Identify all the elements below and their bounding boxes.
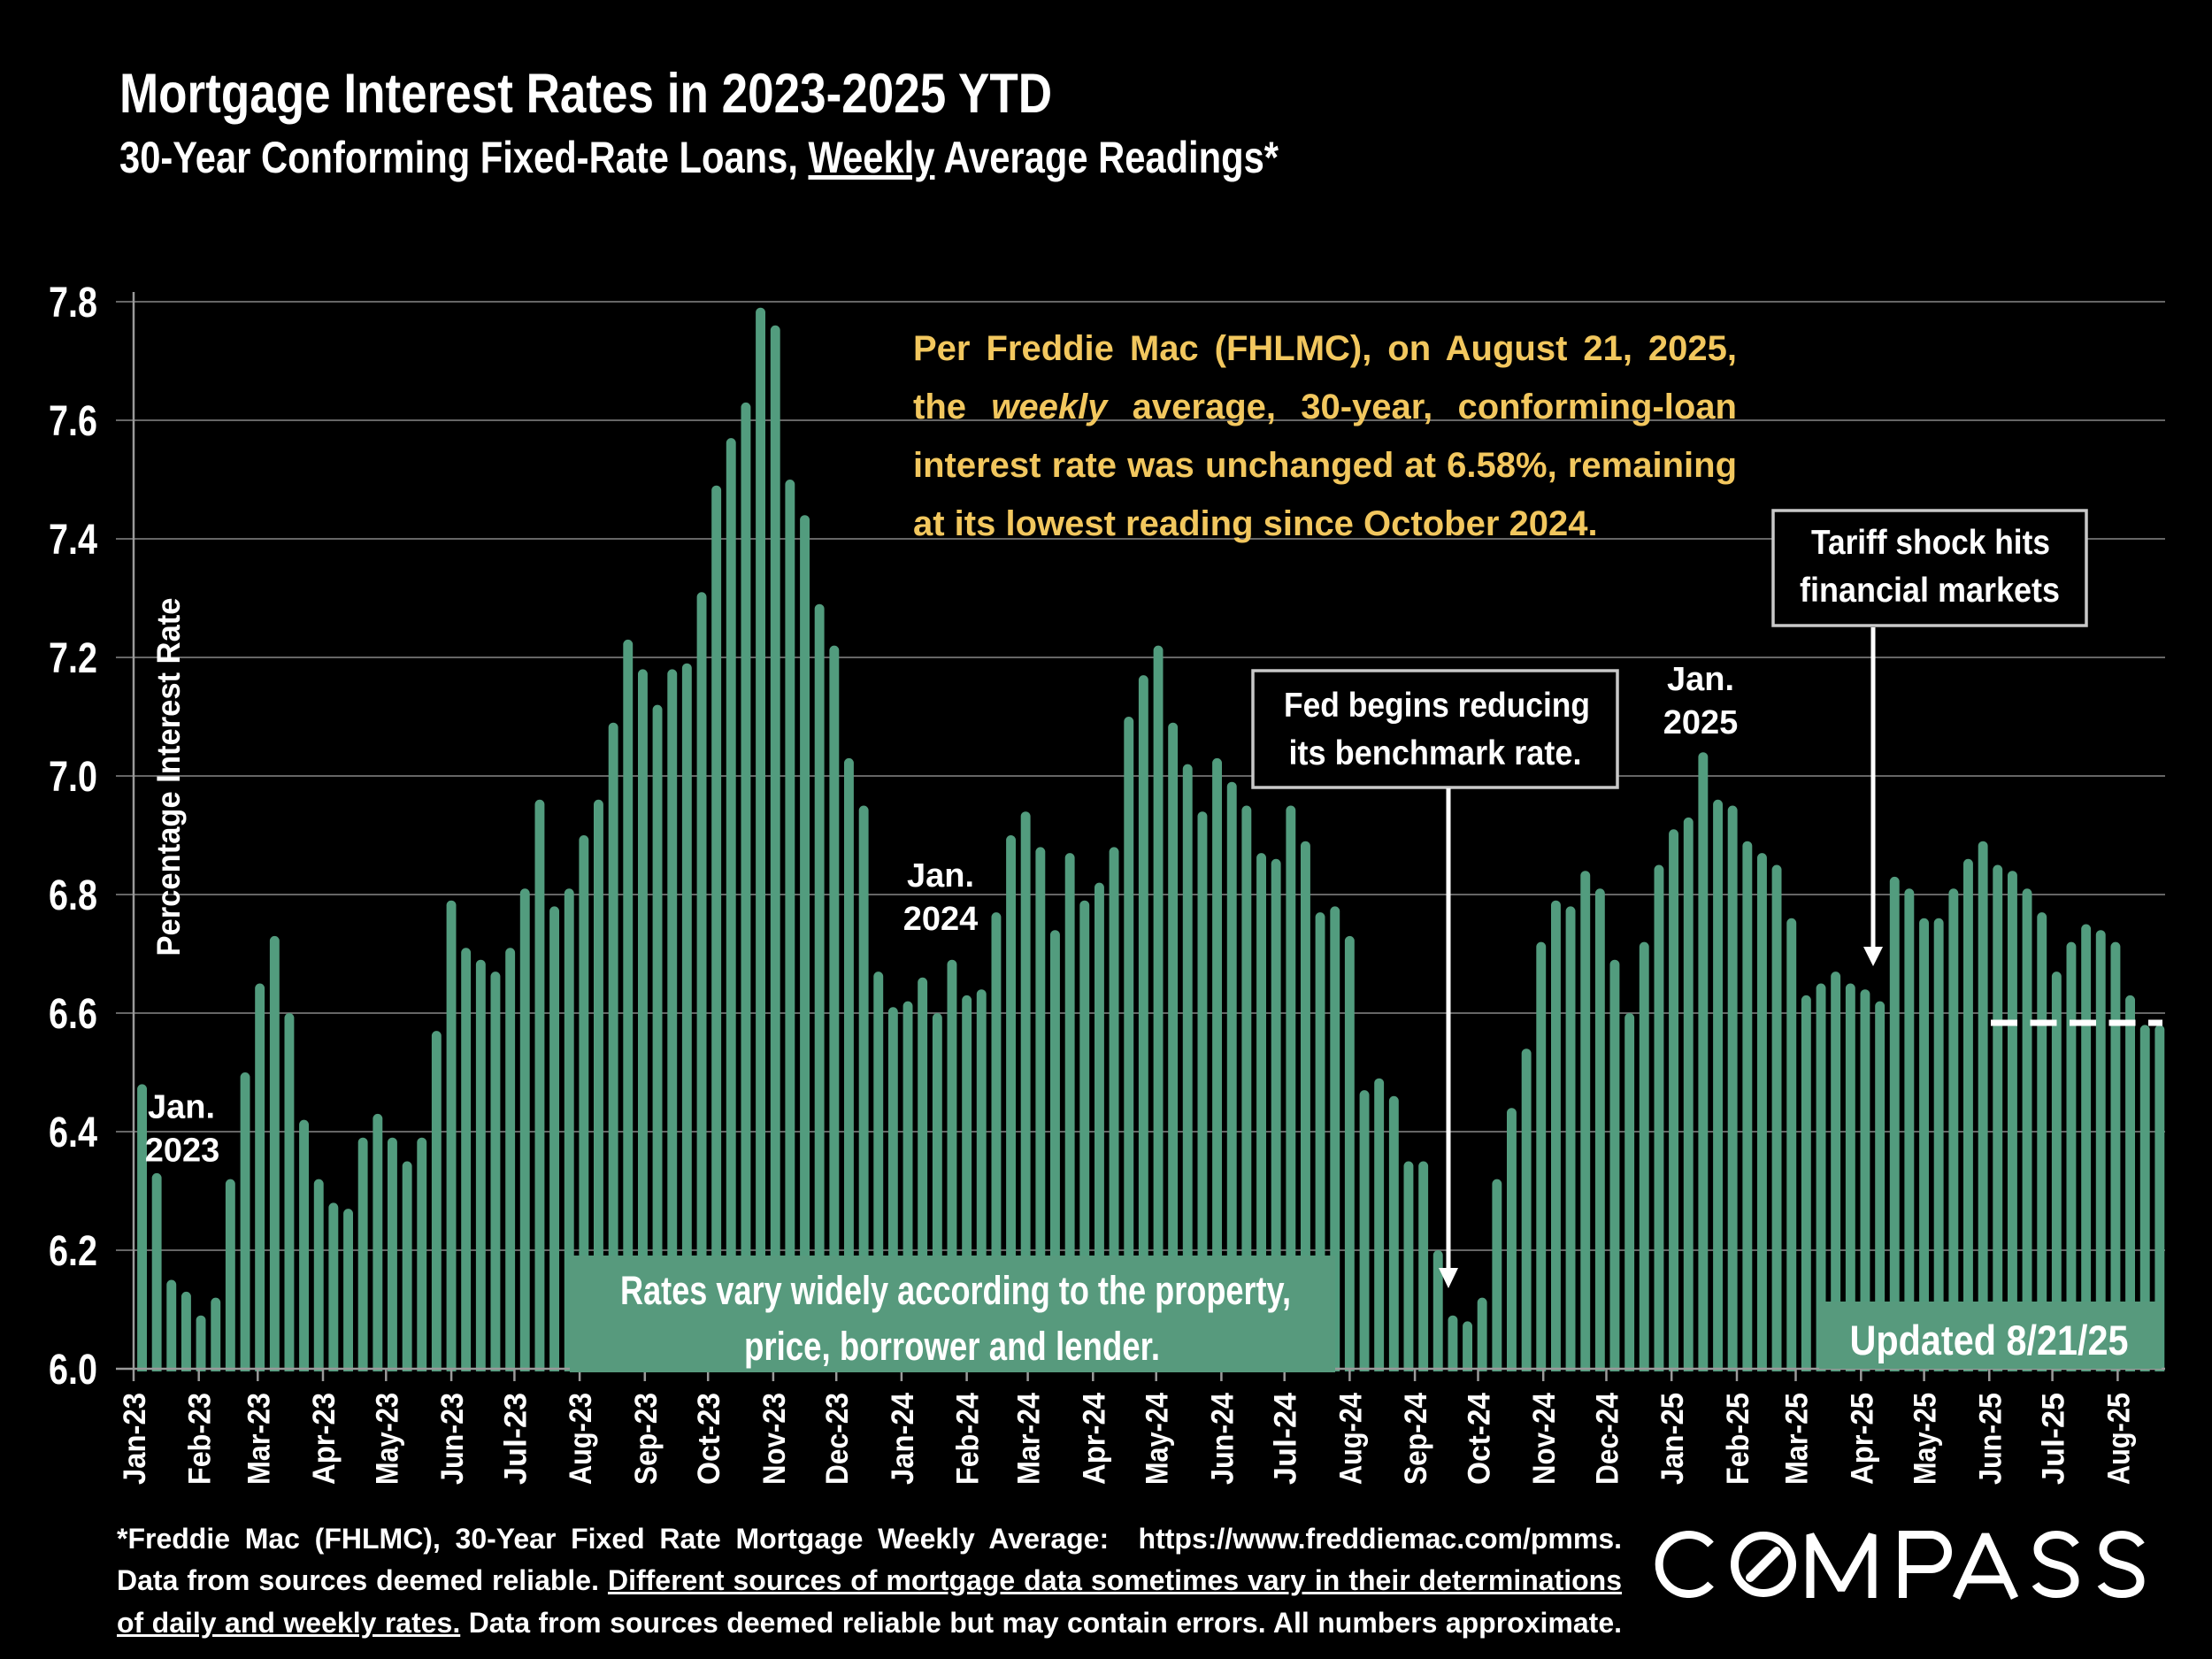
svg-text:Mar-25: Mar-25 [1780,1393,1815,1485]
svg-text:Apr-23: Apr-23 [307,1393,342,1485]
svg-text:Jul-25: Jul-25 [2037,1393,2071,1485]
svg-text:Sep-23: Sep-23 [629,1393,664,1485]
svg-text:Dec-23: Dec-23 [820,1393,855,1485]
svg-text:Mortgage Interest Rates in 202: Mortgage Interest Rates in 2023-2025 YTD [119,63,1052,125]
svg-text:7.6: 7.6 [49,398,97,445]
svg-text:Jul-24: Jul-24 [1269,1392,1303,1485]
svg-text:Nov-23: Nov-23 [757,1393,792,1485]
svg-text:May-23: May-23 [370,1393,404,1485]
svg-text:6.2: 6.2 [49,1228,97,1275]
svg-text:6.6: 6.6 [49,991,97,1038]
svg-text:Jan.: Jan. [148,1089,215,1126]
svg-text:Jun-23: Jun-23 [435,1393,470,1485]
svg-text:Aug-24: Aug-24 [1333,1393,1368,1485]
svg-text:its benchmark rate.: its benchmark rate. [1289,734,1582,772]
svg-text:Aug-25: Aug-25 [2101,1393,2136,1485]
svg-text:Nov-24: Nov-24 [1527,1393,1562,1485]
svg-text:Feb-23: Feb-23 [183,1393,218,1485]
svg-text:6.8: 6.8 [49,872,97,919]
svg-text:Rates vary widely according to: Rates vary widely according to the prope… [620,1268,1291,1313]
svg-text:6.4: 6.4 [49,1110,97,1156]
svg-text:2024: 2024 [903,901,979,938]
svg-text:Oct-23: Oct-23 [692,1393,726,1485]
svg-text:Jan-24: Jan-24 [886,1393,920,1485]
svg-text:30-Year Conforming Fixed-Rate: 30-Year Conforming Fixed-Rate Loans, Wee… [119,133,1279,182]
svg-text:Updated 8/21/25: Updated 8/21/25 [1850,1317,2129,1363]
svg-text:7.4: 7.4 [49,517,97,564]
svg-text:May-25: May-25 [1909,1393,1943,1485]
svg-text:Jun-25: Jun-25 [1973,1393,2008,1485]
svg-text:Mar-24: Mar-24 [1012,1393,1047,1485]
svg-text:7.0: 7.0 [49,754,97,801]
svg-text:Jan.: Jan. [907,857,974,895]
svg-text:Apr-24: Apr-24 [1077,1393,1111,1485]
svg-text:6.0: 6.0 [49,1347,97,1394]
svg-text:Aug-23: Aug-23 [564,1393,598,1485]
svg-text:May-24: May-24 [1141,1393,1175,1485]
svg-text:Dec-24: Dec-24 [1591,1393,1625,1485]
svg-text:7.8: 7.8 [49,280,97,326]
svg-text:Jul-23: Jul-23 [498,1393,533,1485]
svg-text:7.2: 7.2 [49,635,97,682]
svg-text:Tariff shock hits: Tariff shock hits [1811,524,2050,562]
svg-text:Jan-25: Jan-25 [1655,1393,1690,1485]
svg-text:Apr-25: Apr-25 [1845,1393,1879,1485]
svg-text:Sep-24: Sep-24 [1399,1393,1433,1485]
svg-text:financial markets: financial markets [1800,572,2060,610]
svg-text:2023: 2023 [145,1133,220,1170]
svg-text:Jan-23: Jan-23 [118,1393,152,1485]
svg-text:Percentage Interest Rate: Percentage Interest Rate [150,598,187,956]
svg-text:Jan.: Jan. [1667,661,1734,698]
svg-text:Oct-24: Oct-24 [1463,1392,1497,1485]
svg-text:price, borrower and lender.: price, borrower and lender. [744,1324,1160,1369]
svg-text:Feb-24: Feb-24 [951,1393,986,1485]
svg-text:Mar-23: Mar-23 [242,1393,276,1485]
svg-text:Feb-25: Feb-25 [1721,1393,1755,1485]
svg-text:Fed begins reducing: Fed begins reducing [1284,687,1590,725]
svg-text:Jun-24: Jun-24 [1205,1393,1240,1485]
svg-text:2025: 2025 [1663,704,1739,741]
